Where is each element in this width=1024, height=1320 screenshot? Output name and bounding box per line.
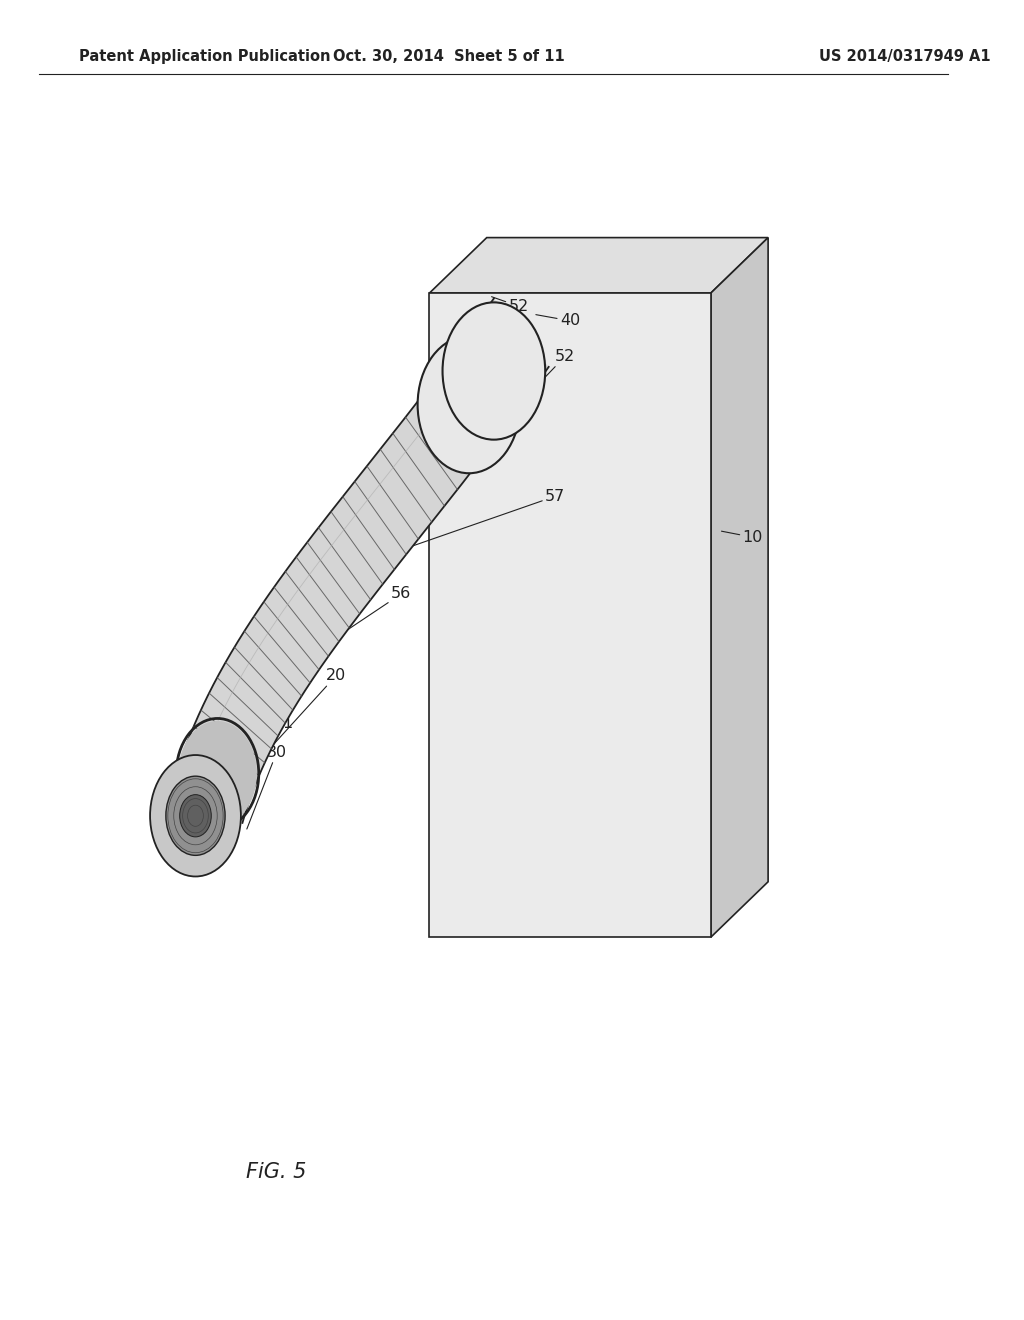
Text: 52: 52 bbox=[492, 297, 528, 314]
Text: 57: 57 bbox=[411, 488, 565, 546]
Circle shape bbox=[151, 755, 241, 876]
Text: 10: 10 bbox=[722, 529, 763, 545]
Polygon shape bbox=[429, 238, 768, 293]
Text: 40: 40 bbox=[536, 313, 580, 329]
Circle shape bbox=[179, 795, 211, 837]
Text: 56: 56 bbox=[286, 586, 412, 671]
Text: Patent Application Publication: Patent Application Publication bbox=[79, 49, 331, 65]
Circle shape bbox=[166, 776, 225, 855]
Polygon shape bbox=[172, 298, 549, 822]
Circle shape bbox=[178, 721, 257, 826]
Text: Oct. 30, 2014  Sheet 5 of 11: Oct. 30, 2014 Sheet 5 of 11 bbox=[334, 49, 565, 65]
Text: 20: 20 bbox=[254, 668, 346, 766]
Text: FiG. 5: FiG. 5 bbox=[246, 1162, 306, 1183]
Text: 52: 52 bbox=[527, 348, 575, 396]
Text: 30: 30 bbox=[247, 744, 287, 829]
Circle shape bbox=[442, 302, 545, 440]
Text: US 2014/0317949 A1: US 2014/0317949 A1 bbox=[819, 49, 991, 65]
Text: 31: 31 bbox=[230, 715, 294, 832]
Circle shape bbox=[418, 337, 520, 474]
Polygon shape bbox=[711, 238, 768, 937]
Polygon shape bbox=[429, 293, 711, 937]
